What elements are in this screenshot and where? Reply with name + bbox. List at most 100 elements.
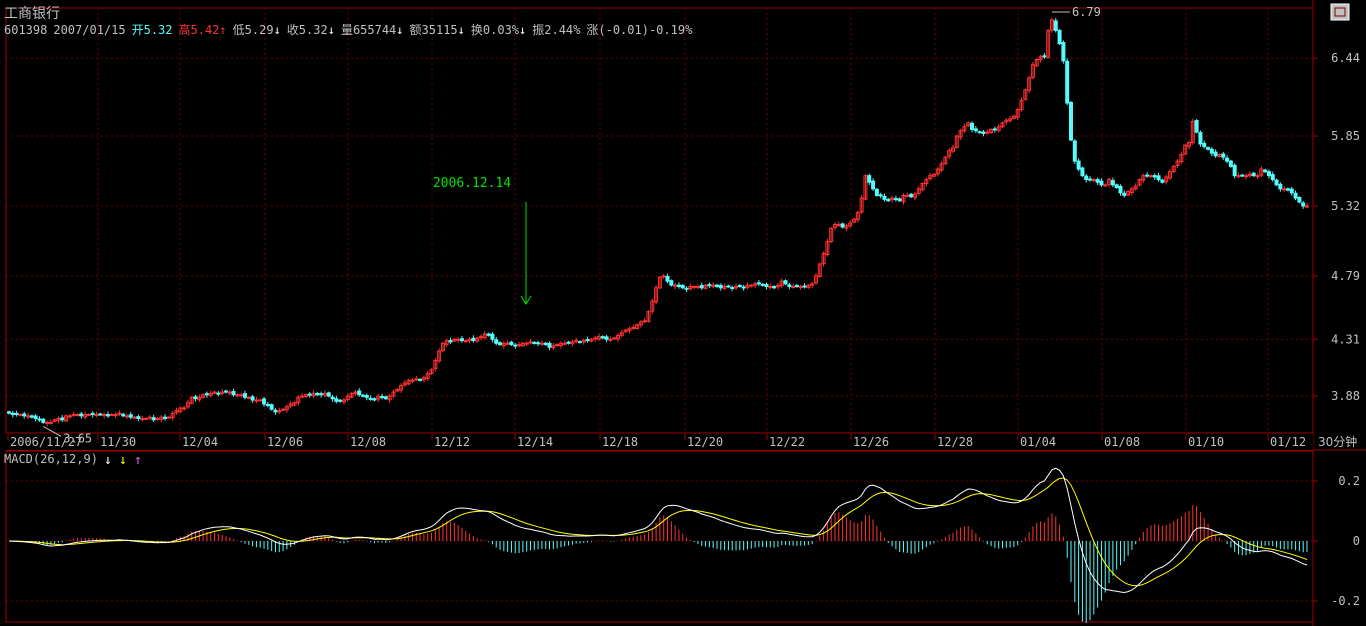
candle-body [1049,19,1054,31]
quote-open: 开5.32 [132,23,173,37]
candle-body [250,396,255,401]
candle-body [939,163,944,171]
candle-body [536,342,541,345]
candle-body [1209,148,1214,154]
candle-body [566,341,571,344]
candle-body [989,128,994,134]
quote-high: 高5.42 [179,22,220,37]
candle-body [509,341,514,346]
candle-body [67,415,72,418]
candle-body [410,379,415,382]
date-tick-label: 12/14 [517,435,553,449]
candle-body [163,416,168,419]
date-tick-label: 12/12 [434,435,470,449]
candle-body [737,284,742,287]
candle-body [1137,179,1142,186]
candle-body [71,414,76,417]
candle-body [136,416,141,419]
candle-body [768,285,773,289]
restore-button[interactable] [1330,3,1350,21]
candle-body [631,326,636,329]
candle-body [1000,122,1005,128]
candle-body [467,338,472,342]
candle-body [589,338,594,342]
candle-body [1259,168,1264,176]
candle-body [794,284,799,287]
price-tick-label: 5.85 [1331,129,1360,143]
candle-body [1061,42,1066,62]
candle-body [943,156,948,165]
candle-body [117,412,122,415]
candle-body [787,284,792,287]
candle-body [517,344,522,347]
date-tick-label: 01/12 [1270,435,1306,449]
candle-body [501,342,506,347]
candle-body [650,300,655,312]
candle-body [996,126,1001,131]
candle-body [821,252,826,265]
candle-body [1152,175,1157,178]
candle-body [1069,102,1073,141]
candle-body [753,283,758,286]
candle-body [29,415,34,418]
candle-body [1244,175,1249,178]
candle-body [684,287,689,290]
candle-body [901,194,906,203]
macd-tick-label: -0.2 [1331,594,1360,608]
candle-body [791,285,796,288]
price-tick-label: 4.31 [1331,332,1360,346]
candle-body [75,414,80,417]
date-tick-label: 12/08 [350,435,386,449]
candle-body [1148,175,1153,178]
candle-body [551,345,556,349]
candle-body [673,284,678,287]
diff-arrow-icon: ↓ [104,453,112,468]
candle-body [1285,188,1290,191]
candle-body [1011,115,1016,119]
candle-body [494,339,499,344]
candle-body [113,414,118,417]
candle-body [56,417,61,421]
candle-body [399,384,404,391]
diff-line [8,467,1308,594]
candle-body [486,333,491,336]
candle-body [471,337,476,342]
quote-date: 2007/01/15 [53,23,125,37]
candles-group [7,17,1309,427]
candle-body [307,393,312,396]
candle-body [7,411,11,414]
date-tick-label: 01/08 [1104,435,1140,449]
high-price-label: 6.79 [1072,5,1101,19]
candle-body [1091,179,1096,182]
candle-body [425,373,430,380]
date-tick-label: 11/30 [100,435,136,449]
candle-body [947,150,952,157]
candle-body [1240,174,1245,177]
candle-body [281,408,286,411]
period-label: 30分钟 [1318,434,1357,449]
candle-body [604,336,609,340]
macd-label: MACD(26,12,9) [4,452,98,466]
quote-line: 601398 2007/01/15 开5.32 高5.42↑ 低5.29↓ 收5.32↓ 量… [4,22,693,37]
candle-body [593,337,598,340]
candle-body [395,388,400,392]
candle-body [273,409,278,413]
candle-body [1187,142,1191,147]
candle-body [105,414,110,417]
candle-body [688,285,693,290]
candle-body [147,416,152,419]
candle-body [239,394,244,397]
stock-name: 工商银行 [4,6,60,22]
candle-body [1225,157,1230,162]
candle-body [166,416,171,419]
candle-body [26,415,31,418]
candle-body [893,198,898,201]
candle-body [1160,179,1165,183]
candle-body [212,391,217,394]
candle-body [463,340,468,343]
candle-body [433,359,438,370]
candle-body [406,379,411,385]
candle-body [619,332,624,336]
candle-body [886,198,891,202]
candle-body [10,412,15,416]
